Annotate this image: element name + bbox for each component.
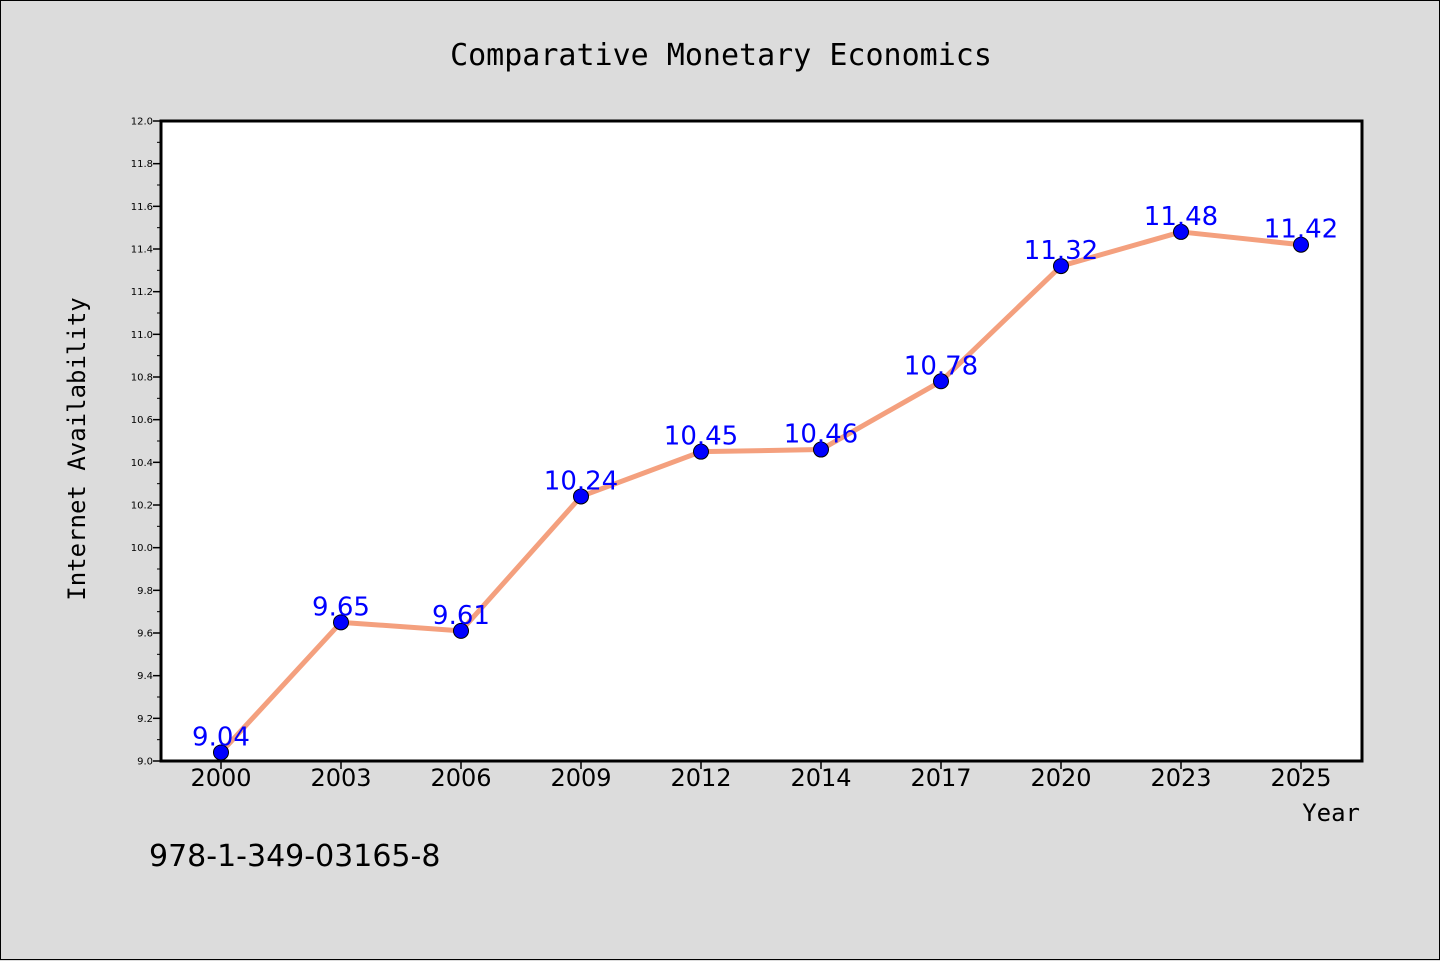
y-tick-label: 10.6 — [131, 415, 153, 426]
x-axis-title: Year — [1302, 799, 1360, 827]
y-tick-label: 11.6 — [131, 202, 153, 213]
data-label: 10.78 — [904, 351, 978, 381]
x-tick-label: 2003 — [310, 764, 371, 792]
y-axis-title: Internet Availability — [63, 297, 91, 600]
data-label: 11.48 — [1144, 202, 1218, 232]
data-label: 11.32 — [1024, 236, 1098, 266]
x-tick-label: 2020 — [1030, 764, 1091, 792]
x-tick-label: 2017 — [910, 764, 971, 792]
data-point — [333, 614, 349, 631]
y-tick-label: 9.8 — [137, 586, 153, 597]
x-tick-label: 2025 — [1270, 764, 1331, 792]
y-tick-label: 9.2 — [137, 714, 153, 725]
series-line — [219, 229, 1302, 755]
plot-area — [159, 119, 1364, 763]
chart-title: Comparative Monetary Economics — [450, 38, 992, 73]
data-point — [1053, 258, 1069, 275]
x-tick-label: 2006 — [430, 764, 491, 792]
data-point — [573, 488, 589, 505]
x-tick-label: 2023 — [1150, 764, 1211, 792]
data-label: 10.46 — [784, 420, 858, 450]
data-markers — [213, 223, 1309, 761]
data-point — [933, 373, 949, 390]
data-label: 10.45 — [664, 422, 738, 452]
y-tick-label: 9.4 — [137, 671, 153, 682]
data-label: 9.04 — [192, 722, 250, 752]
y-tick-label: 10.0 — [131, 543, 153, 554]
data-labels: 9.04 9.65 9.61 10.24 10.45 10.46 10.78 11.32 11.… — [192, 202, 1338, 753]
data-point — [693, 443, 709, 460]
x-tick-label: 2012 — [670, 764, 731, 792]
isbn-text: 978-1-349-03165-8 — [149, 839, 440, 874]
y-tick-label: 9.6 — [137, 629, 153, 640]
data-point — [453, 622, 469, 639]
y-tick-label: 10.8 — [131, 373, 153, 384]
x-axis: 2000 2003 2006 2009 2012 2014 2017 2020 2023 2025 — [190, 761, 1332, 792]
x-tick-label: 2014 — [790, 764, 851, 792]
y-axis: 9.0 9.2 9.4 9.6 9.8 10.0 10.2 10.4 10.6 10.8 11.0 1… — [131, 117, 161, 768]
y-tick-label: 11.8 — [131, 159, 153, 170]
data-point — [213, 744, 229, 761]
data-point — [813, 441, 829, 458]
data-point — [1293, 236, 1309, 253]
y-tick-label: 10.2 — [131, 501, 153, 512]
data-label: 11.42 — [1264, 215, 1338, 245]
y-tick-label: 11.0 — [131, 330, 153, 341]
y-tick-label: 11.2 — [131, 287, 153, 298]
data-label: 9.61 — [432, 601, 490, 631]
data-point — [1173, 223, 1189, 240]
y-tick-label: 11.4 — [131, 245, 153, 256]
x-tick-label: 2009 — [550, 764, 611, 792]
y-tick-label: 10.4 — [131, 458, 153, 469]
y-tick-label: 12.0 — [131, 117, 153, 128]
y-tick-label: 9.0 — [137, 757, 153, 768]
x-tick-label: 2000 — [190, 764, 251, 792]
data-label: 9.65 — [312, 592, 370, 622]
data-label: 10.24 — [544, 466, 618, 496]
